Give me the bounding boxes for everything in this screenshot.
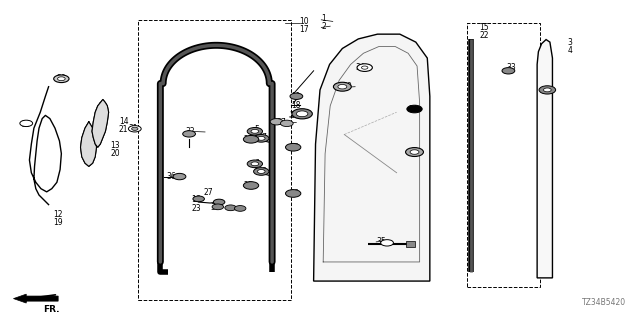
Circle shape: [502, 68, 515, 74]
Text: 35: 35: [376, 237, 386, 246]
Circle shape: [381, 240, 394, 246]
Circle shape: [257, 136, 265, 140]
Circle shape: [539, 86, 556, 94]
Circle shape: [362, 66, 368, 69]
Circle shape: [243, 182, 259, 189]
Circle shape: [132, 127, 138, 130]
Text: 13: 13: [111, 141, 120, 150]
Circle shape: [333, 82, 351, 91]
Polygon shape: [13, 294, 58, 303]
Circle shape: [234, 205, 246, 211]
Circle shape: [285, 190, 301, 197]
Circle shape: [253, 134, 269, 142]
Text: 14: 14: [119, 117, 129, 126]
Circle shape: [285, 143, 301, 151]
Text: 9: 9: [410, 149, 414, 158]
Text: 1: 1: [321, 14, 326, 23]
Circle shape: [225, 205, 236, 211]
Polygon shape: [314, 34, 430, 281]
Circle shape: [543, 88, 551, 92]
Text: 33: 33: [506, 63, 516, 72]
Text: 22: 22: [479, 31, 489, 40]
Circle shape: [338, 84, 347, 89]
Text: FR.: FR.: [44, 305, 60, 314]
Text: 7: 7: [261, 133, 266, 142]
Text: 8: 8: [261, 167, 266, 176]
Polygon shape: [81, 122, 97, 166]
Circle shape: [270, 119, 283, 125]
Circle shape: [410, 150, 419, 154]
Circle shape: [213, 199, 225, 205]
Text: 27: 27: [204, 188, 213, 197]
Text: TZ34B5420: TZ34B5420: [582, 298, 627, 307]
Polygon shape: [406, 241, 415, 247]
Text: 25: 25: [243, 181, 253, 190]
Circle shape: [54, 75, 69, 83]
Text: 3: 3: [568, 38, 573, 47]
Text: 19: 19: [53, 218, 63, 227]
Circle shape: [247, 127, 262, 135]
Text: 21: 21: [119, 125, 129, 134]
Text: 15: 15: [479, 23, 489, 32]
Circle shape: [173, 173, 186, 180]
Circle shape: [251, 162, 259, 166]
Bar: [138, 20, 291, 300]
Text: 24: 24: [408, 105, 418, 114]
Text: 31: 31: [129, 124, 138, 132]
Text: 26: 26: [289, 189, 299, 198]
Text: 23: 23: [191, 204, 200, 213]
Circle shape: [193, 196, 204, 202]
Circle shape: [253, 168, 269, 175]
Circle shape: [296, 111, 308, 117]
Text: 30: 30: [57, 74, 67, 83]
Circle shape: [257, 170, 265, 173]
Text: 30: 30: [342, 82, 352, 91]
Text: 28: 28: [289, 111, 299, 120]
Circle shape: [251, 129, 259, 133]
Text: 25: 25: [243, 135, 253, 144]
Text: 37: 37: [276, 118, 286, 127]
Circle shape: [212, 204, 223, 210]
Bar: [467, 23, 540, 287]
Text: 5: 5: [254, 125, 259, 134]
Circle shape: [182, 131, 195, 137]
Circle shape: [243, 135, 259, 143]
Text: 20: 20: [111, 149, 120, 158]
Text: 36: 36: [167, 172, 177, 181]
Text: 4: 4: [568, 45, 573, 55]
Text: 32: 32: [186, 127, 195, 136]
Circle shape: [357, 64, 372, 71]
Text: 17: 17: [300, 25, 309, 34]
Polygon shape: [92, 100, 109, 147]
Text: 37: 37: [210, 203, 220, 212]
Text: 34: 34: [355, 63, 365, 72]
Text: 10: 10: [300, 17, 309, 26]
Circle shape: [290, 93, 303, 100]
Polygon shape: [537, 40, 552, 278]
Circle shape: [406, 148, 424, 156]
Text: 29: 29: [21, 120, 31, 130]
Circle shape: [129, 125, 141, 132]
Circle shape: [20, 120, 33, 126]
Circle shape: [407, 105, 422, 113]
Circle shape: [280, 120, 293, 126]
Text: 26: 26: [289, 143, 299, 152]
Circle shape: [58, 77, 65, 81]
Text: 16: 16: [191, 195, 200, 204]
Text: 11: 11: [291, 92, 301, 101]
Text: 12: 12: [53, 210, 63, 219]
Circle shape: [292, 109, 312, 119]
Text: 18: 18: [291, 101, 301, 110]
Text: 2: 2: [321, 22, 326, 31]
Circle shape: [247, 160, 262, 168]
Text: 6: 6: [254, 159, 259, 168]
